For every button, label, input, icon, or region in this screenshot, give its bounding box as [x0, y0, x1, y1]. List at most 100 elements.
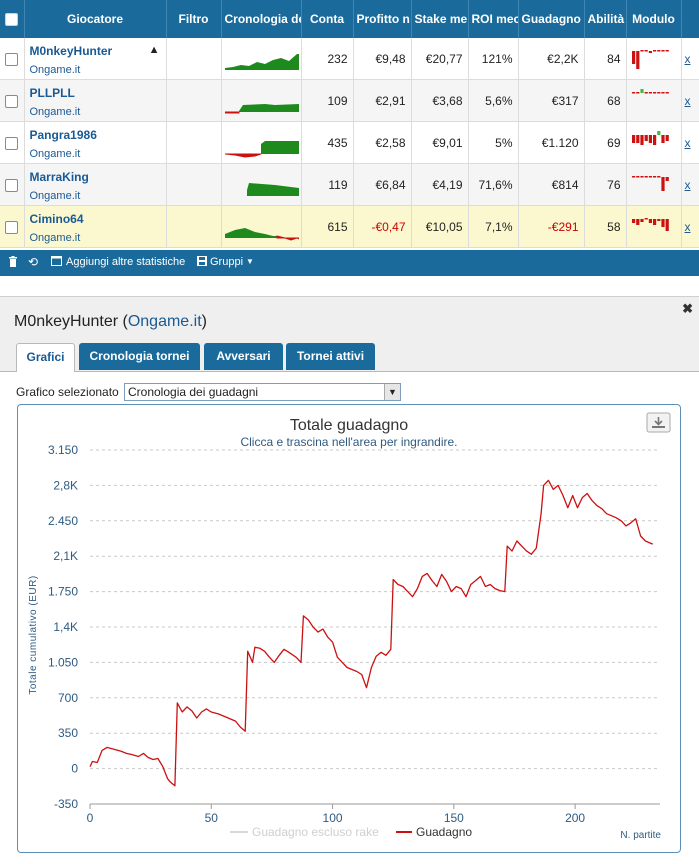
form-cell [626, 79, 682, 122]
remove-row-link[interactable]: x [681, 205, 699, 248]
panel-site-link[interactable]: Ongame.it [127, 313, 202, 330]
chart-subtitle: Clicca e trascina nell'area per ingrandi… [240, 435, 457, 449]
player-name[interactable]: MarraKing [29, 169, 89, 184]
y-tick-label: 2,1K [53, 549, 78, 563]
chart-select[interactable]: Cronologia dei guadagni ▼ [124, 383, 401, 401]
player-cell: Pangra1986 Ongame.it [24, 121, 167, 164]
form-chart [631, 131, 669, 145]
player-site[interactable]: Ongame.it [29, 105, 81, 118]
remove-row-link[interactable]: x [681, 79, 699, 122]
form-cell [626, 38, 682, 80]
form-chart [631, 218, 669, 231]
x-axis-label: N. partite [620, 830, 661, 841]
col-header-gain[interactable]: Guadagno t [518, 0, 585, 38]
remove-row-link[interactable]: x [681, 163, 699, 206]
form-cell [626, 205, 682, 248]
player-name[interactable]: M0nkeyHunter [29, 43, 113, 58]
remove-row-link[interactable]: x [681, 38, 699, 80]
close-icon[interactable]: ✖ [682, 301, 693, 316]
history-sparkline [224, 141, 299, 158]
col-header-roi[interactable]: ROI mec [468, 0, 519, 38]
groups-button[interactable]: Gruppi [210, 256, 244, 268]
chevron-down-icon[interactable]: ▼ [384, 384, 400, 400]
chart-container[interactable]: Totale guadagno Clicca e trascina nell'a… [17, 404, 681, 853]
row-checkbox[interactable] [0, 79, 25, 122]
col-header-skill[interactable]: Abilità [584, 0, 627, 38]
col-header-form[interactable]: Modulo [626, 0, 682, 38]
history-sparkline [224, 228, 299, 241]
row-checkbox[interactable] [0, 205, 25, 248]
player-name[interactable]: PLLPLL [29, 85, 75, 100]
tab-active-tournaments[interactable]: Tornei attivi [286, 343, 375, 370]
player-cell: MarraKing Ongame.it [24, 163, 167, 206]
gain-cell: €1.120 [518, 121, 585, 164]
gain-cell: €814 [518, 163, 585, 206]
remove-row-x[interactable]: x [684, 135, 691, 150]
history-cell [221, 38, 302, 80]
remove-row-x[interactable]: x [684, 219, 691, 234]
tab-tournament-history[interactable]: Cronologia tornei [79, 343, 200, 370]
earnings-chart[interactable]: Totale guadagno Clicca e trascina nell'a… [18, 405, 680, 852]
download-icon[interactable] [646, 412, 671, 433]
table-row[interactable]: PLLPLL Ongame.it 109 €2,91 €3,68 5,6% €317 68 x [0, 79, 699, 122]
tab-opponents[interactable]: Avversari [204, 343, 283, 370]
filter-cell[interactable] [166, 163, 222, 206]
chevron-down-icon[interactable]: ▼ [246, 257, 254, 266]
player-site[interactable]: Ongame.it [29, 189, 81, 202]
col-header-stake[interactable]: Stake me [411, 0, 469, 38]
y-tick-label: 1.050 [48, 655, 78, 669]
filter-cell[interactable] [166, 79, 222, 122]
player-site[interactable]: Ongame.it [29, 147, 81, 160]
save-icon[interactable] [197, 256, 207, 269]
player-panel: M0nkeyHunter (Ongame.it) ✖ Grafici Crono… [0, 296, 699, 864]
legend-item-rake[interactable]: Guadagno escluso rake [252, 825, 379, 839]
stake-cell: €10,05 [411, 205, 469, 248]
player-cell: PLLPLL Ongame.it [24, 79, 167, 122]
add-stats-button[interactable]: Aggiungi altre statistiche [66, 256, 186, 268]
roi-cell: 7,1% [468, 205, 519, 248]
history-sparkline [224, 104, 299, 114]
x-tick-label: 50 [205, 811, 219, 825]
select-all-checkbox[interactable] [0, 0, 25, 38]
skill-cell: 58 [584, 205, 627, 248]
legend-item-gain[interactable]: Guadagno [416, 825, 472, 839]
tab-charts[interactable]: Grafici [16, 343, 75, 373]
col-header-count[interactable]: Conta [301, 0, 354, 38]
filter-cell[interactable] [166, 121, 222, 164]
row-checkbox[interactable] [0, 121, 25, 164]
filter-cell[interactable] [166, 205, 222, 248]
col-header-spacer [681, 0, 699, 38]
profit-cell: €6,84 [353, 163, 412, 206]
y-tick-label: 1,4K [53, 620, 78, 634]
window-icon[interactable] [51, 256, 62, 269]
player-name[interactable]: Cimino64 [29, 211, 84, 226]
filter-cell[interactable] [166, 38, 222, 80]
panel-player-name: M0nkeyHunter [14, 313, 119, 330]
y-tick-label: 1.750 [48, 585, 78, 599]
col-header-profit[interactable]: Profitto n [353, 0, 412, 38]
table-row[interactable]: MarraKing Ongame.it 119 €6,84 €4,19 71,6% €814… [0, 163, 699, 206]
col-header-filter[interactable]: Filtro [166, 0, 222, 38]
remove-row-x[interactable]: x [684, 93, 691, 108]
series-line-guadagno[interactable] [89, 479, 653, 787]
roi-cell: 5% [468, 121, 519, 164]
table-row[interactable]: M0nkeyHunter Ongame.it ▲ 232 €9,48 €20,77 121%… [0, 38, 699, 80]
refresh-icon[interactable]: ⟲ [28, 255, 39, 269]
count-cell: 232 [301, 38, 354, 80]
col-header-player[interactable]: Giocatore [24, 0, 167, 38]
player-name[interactable]: Pangra1986 [29, 127, 97, 142]
chart-title: Totale guadagno [290, 417, 408, 434]
player-site[interactable]: Ongame.it [29, 231, 81, 244]
remove-row-link[interactable]: x [681, 121, 699, 164]
col-header-history[interactable]: Cronologia de [221, 0, 302, 38]
remove-row-x[interactable]: x [684, 51, 691, 66]
table-row[interactable]: Pangra1986 Ongame.it 435 €2,58 €9,01 5% €1.120… [0, 121, 699, 164]
player-site[interactable]: Ongame.it [29, 63, 81, 76]
trash-icon[interactable] [8, 256, 18, 270]
row-checkbox[interactable] [0, 38, 25, 80]
row-checkbox[interactable] [0, 163, 25, 206]
count-cell: 119 [301, 163, 354, 206]
gain-cell: €317 [518, 79, 585, 122]
remove-row-x[interactable]: x [684, 177, 691, 192]
table-row[interactable]: Cimino64 Ongame.it 615 -€0,47 €10,05 7,1% -€29… [0, 205, 699, 248]
